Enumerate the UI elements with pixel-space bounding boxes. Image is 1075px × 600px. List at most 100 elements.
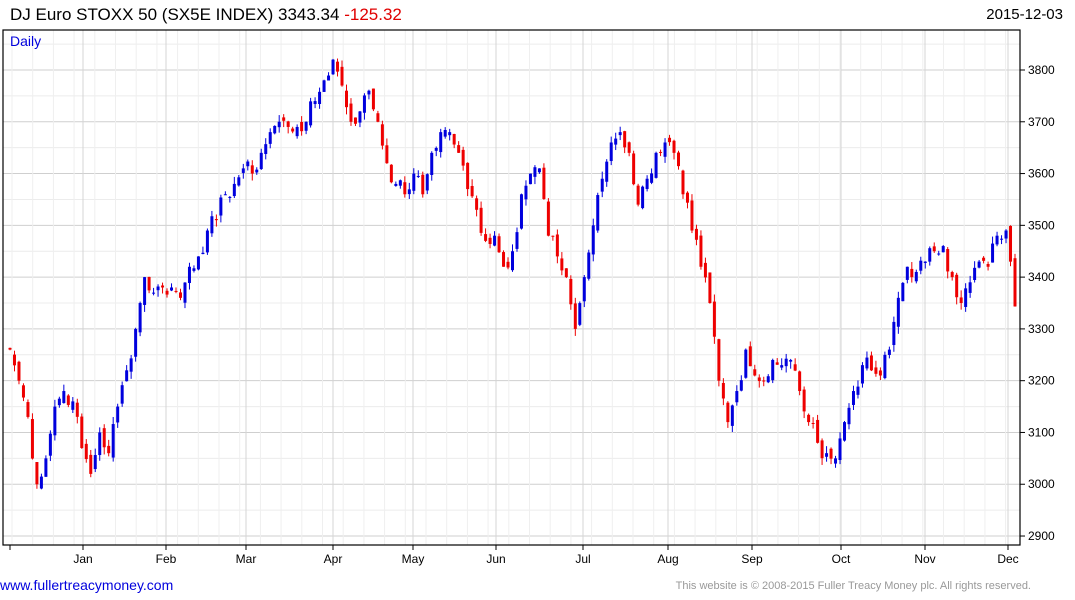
candle-body [887, 349, 891, 355]
y-tick-label: 3800 [1028, 63, 1055, 77]
candle-body [901, 282, 905, 302]
candle-body [416, 175, 420, 177]
x-tick-label: Apr [324, 552, 343, 566]
candle-body [336, 61, 340, 72]
candle-body [726, 402, 730, 423]
candle-body [443, 130, 447, 137]
y-tick-label: 3200 [1028, 374, 1055, 388]
candle-body [165, 290, 169, 295]
candle-body [134, 328, 138, 357]
x-tick-label: Aug [657, 552, 678, 566]
candle-body [789, 359, 793, 362]
candle-body [318, 91, 322, 105]
price-change: -125.32 [344, 5, 402, 24]
candle-body [564, 268, 568, 278]
candle-body [376, 113, 380, 122]
candle-body [946, 249, 950, 272]
candle-body [457, 145, 461, 153]
candle-body [964, 288, 968, 307]
chart-title: DJ Euro STOXX 50 (SX5E INDEX) 3343.34 -1… [10, 5, 402, 25]
candle-body [107, 445, 111, 454]
candle-body [448, 132, 452, 136]
candle-body [358, 111, 362, 123]
candle-body [959, 297, 963, 304]
copyright-notice: This website is © 2008-2015 Fuller Treac… [675, 580, 1031, 592]
candle-body [286, 121, 290, 127]
candle-body [816, 419, 820, 443]
x-tick-label: Oct [832, 552, 851, 566]
candle-body [582, 277, 586, 302]
candle-body [910, 268, 914, 278]
candle-body [488, 237, 492, 245]
candle-body [681, 170, 685, 195]
candle-body [362, 95, 366, 113]
candle-body [991, 243, 995, 263]
candle-body [264, 144, 268, 154]
candle-body [367, 90, 371, 95]
candle-body [551, 235, 555, 237]
y-tick-label: 3400 [1028, 270, 1055, 284]
candle-body [201, 252, 205, 255]
y-tick-label: 3100 [1028, 425, 1055, 439]
candle-body [48, 433, 52, 456]
candle-body [484, 234, 488, 241]
candle-body [843, 422, 847, 441]
candle-body [784, 358, 788, 367]
candle-body [775, 362, 779, 365]
candle-body [35, 462, 39, 485]
candle-body [928, 248, 932, 262]
candle-body [71, 401, 75, 410]
candle-body [690, 200, 694, 231]
candle-body [668, 137, 672, 143]
candle-body [44, 458, 48, 477]
candle-body [896, 297, 900, 327]
candle-body [116, 406, 120, 423]
candle-body [273, 125, 277, 134]
chart-date: 2015-12-03 [986, 6, 1063, 23]
y-tick-label: 3000 [1028, 477, 1055, 491]
x-tick-label: Sep [741, 552, 763, 566]
y-tick-label: 3500 [1028, 218, 1055, 232]
candlestick-chart: Jan Feb Mar Apr May Jun Jul Aug Sep Oct Nov Dec 2900… [2, 29, 1055, 566]
x-tick-label: Jun [486, 552, 505, 566]
candle-body [430, 152, 434, 176]
candle-body [865, 357, 869, 369]
candle-body [923, 261, 927, 263]
candle-body [968, 282, 972, 293]
candle-body [344, 90, 348, 108]
candle-body [84, 443, 88, 460]
candle-body [1004, 230, 1008, 239]
candle-body [771, 359, 775, 381]
candle-body [412, 173, 416, 191]
x-tick-label: Feb [156, 552, 177, 566]
candle-body [120, 385, 124, 404]
candle-body [385, 145, 389, 164]
candle-body [905, 266, 909, 280]
candle-body [479, 207, 483, 233]
candle-body [941, 246, 945, 253]
candle-body [380, 124, 384, 146]
candle-body [856, 386, 860, 395]
candle-body [591, 225, 595, 255]
candle-body [102, 428, 106, 448]
candle-body [807, 414, 811, 423]
candle-body [950, 272, 954, 278]
candle-body [569, 278, 573, 305]
candle-body [434, 147, 438, 151]
candle-body [955, 274, 959, 298]
candle-body [632, 153, 636, 185]
candle-body [659, 151, 663, 153]
candle-body [703, 262, 707, 278]
site-link[interactable]: www.fullertreacymoney.com [0, 577, 174, 593]
candle-body [829, 448, 833, 459]
candle-body [699, 235, 703, 267]
candle-body [259, 152, 263, 170]
candle-body [210, 216, 214, 234]
candle-body [39, 476, 43, 489]
candle-body [331, 59, 335, 75]
candle-body [609, 142, 613, 162]
candle-body [982, 257, 986, 261]
candle-body [170, 287, 174, 291]
candle-body [89, 454, 93, 474]
candle-body [470, 186, 474, 197]
